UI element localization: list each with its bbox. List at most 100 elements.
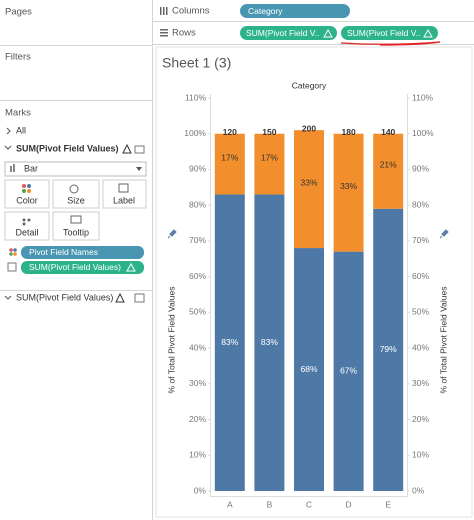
data-label: 79% [380,344,397,354]
columns-icon [166,7,168,15]
pill-text[interactable]: Pivot Field Names [29,247,98,257]
mark-type[interactable]: Bar [24,163,38,173]
total-label: 180 [342,127,356,137]
detail-icon [22,218,26,222]
pill-text[interactable]: Category [248,6,283,16]
button-label[interactable]: Tooltip [63,227,89,237]
data-label: 21% [380,159,397,169]
y-tick-label: 100% [184,128,206,138]
color-field-icon [9,248,13,252]
data-label: 33% [340,181,357,191]
column-header: Category [292,80,327,90]
button-label[interactable]: Detail [15,227,38,237]
delta-icon [423,28,433,38]
color-field-icon [9,252,13,256]
pin-icon [167,229,177,239]
bar-segment [214,194,245,492]
dimension-pill[interactable] [21,246,144,259]
button-label[interactable]: Size [67,195,85,205]
y2-tick-label: 10% [412,450,429,460]
detail-icon [22,222,26,226]
x-tick-label: D [346,499,352,509]
measure-pill[interactable] [341,26,438,40]
data-label: 33% [300,177,317,187]
y-tick-label: 20% [189,414,206,424]
sheet-title: Sheet 1 (3) [162,55,231,71]
bar-segment [373,208,404,491]
y2-tick-label: 50% [412,307,429,317]
y-tick-label: 70% [189,235,206,245]
total-label: 150 [262,127,276,137]
measure-pill[interactable] [21,261,144,274]
marks-card[interactable]: SUM(Pivot Field Values) [16,143,119,153]
bar-segment [373,133,404,209]
color-icon [22,189,26,193]
second-marks-card[interactable]: SUM(Pivot Field Values) [16,292,113,302]
y-tick-label: 90% [189,164,206,174]
y2-tick-label: 30% [412,378,429,388]
detail-icon [27,218,31,222]
total-label: 140 [381,127,395,137]
axis-icon [134,293,145,303]
label-button[interactable] [102,179,147,209]
color-button[interactable] [4,179,50,209]
bar-segment [254,133,285,195]
y2-tick-label: 40% [412,342,429,352]
y2-tick-label: 90% [412,164,429,174]
total-label: 120 [223,127,237,137]
delta-icon [122,143,132,154]
y-tick-label: 0% [194,485,207,495]
collapse-icon[interactable] [4,145,12,150]
y2-tick-label: 110% [412,92,434,102]
pill-text[interactable]: SUM(Pivot Field V.. [246,28,319,38]
pin-icon [439,229,449,239]
bar-segment [333,133,364,252]
bar-icon [10,166,12,172]
columns-icon [160,7,162,15]
y-tick-label: 50% [189,307,206,317]
y2-axis-title: % of Total Pivot Field Values [438,287,448,394]
size-button[interactable] [52,179,100,209]
y2-tick-label: 0% [412,485,425,495]
button-label[interactable]: Label [113,195,135,205]
delta-icon [115,292,125,303]
size-icon [69,184,79,194]
mark-buttons [4,179,147,241]
measure-pill[interactable] [240,26,337,40]
color-field-icon [13,252,17,256]
button-label[interactable]: Color [16,195,38,205]
delta-icon [126,262,136,272]
rows-label: Rows [172,28,196,39]
pill-text[interactable]: SUM(Pivot Field Values) [29,262,121,272]
data-label: 83% [221,337,238,347]
detail-button[interactable] [4,211,50,241]
data-label: 17% [261,152,278,162]
delta-icon [323,28,333,38]
data-label: 17% [221,152,238,162]
dimension-pill[interactable] [240,4,350,18]
marks-all[interactable]: All [16,125,26,135]
collapse-icon[interactable] [4,295,12,300]
rows-icon [160,29,168,31]
expand-icon[interactable] [6,127,11,135]
y2-tick-label: 100% [412,128,434,138]
bar-icon [13,164,15,172]
bar-segment [333,251,364,491]
y-tick-label: 80% [189,199,206,209]
bar-segment [294,248,324,491]
y-tick-label: 40% [189,342,206,352]
tooltip-button[interactable] [52,211,100,241]
y2-tick-label: 80% [412,199,429,209]
dropdown-arrow [136,167,142,171]
mark-type-dropdown[interactable] [4,161,147,177]
y-axis-title: % of Total Pivot Field Values [166,287,176,394]
pill-text[interactable]: SUM(Pivot Field V.. [347,28,420,38]
x-tick-label: E [385,499,391,509]
data-label: 67% [340,366,357,376]
annotation-underline [340,41,441,46]
label-field-icon [7,262,17,272]
data-label: 83% [261,337,278,347]
color-icon [22,184,26,188]
columns-icon [163,7,165,15]
y2-tick-label: 70% [412,235,429,245]
